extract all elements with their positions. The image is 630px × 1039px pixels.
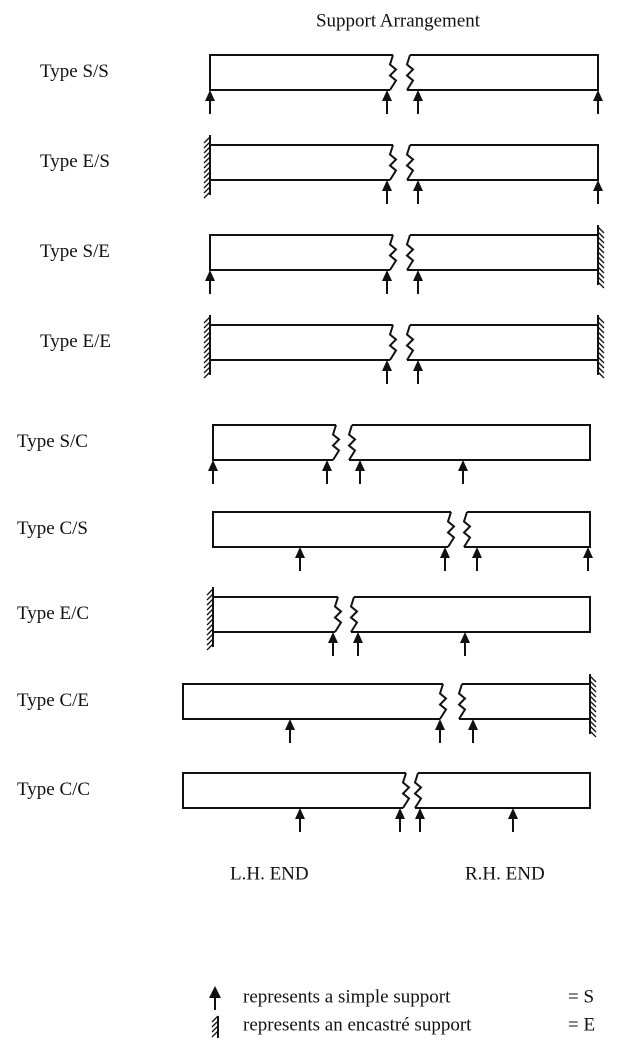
row-label: Type E/C	[17, 603, 89, 624]
legend-code: = S	[568, 986, 594, 1007]
support-arrow	[328, 632, 338, 643]
support-arrow	[593, 90, 603, 101]
support-arrow	[460, 632, 470, 643]
support-arrow	[472, 547, 482, 558]
encastre-hatch	[589, 675, 597, 738]
encastre-hatch	[203, 136, 211, 199]
support-arrow	[413, 180, 423, 191]
support-arrow	[205, 90, 215, 101]
support-arrow	[415, 808, 425, 819]
beam	[209, 144, 398, 181]
legend-code: = E	[568, 1014, 595, 1035]
support-arrow	[508, 808, 518, 819]
lh-end-label: L.H. END	[230, 863, 309, 884]
support-arrow	[382, 270, 392, 281]
support-arrow	[208, 460, 218, 471]
beam	[209, 54, 398, 91]
beam	[413, 772, 591, 809]
support-arrow	[382, 360, 392, 371]
support-arrow	[322, 460, 332, 471]
beam	[462, 511, 591, 548]
support-arrow	[458, 460, 468, 471]
beam	[212, 424, 341, 461]
encastre-hatch	[597, 316, 605, 379]
row-label: Type E/E	[40, 331, 111, 352]
support-arrow	[353, 632, 363, 643]
row-label: Type C/C	[17, 779, 90, 800]
beam	[182, 683, 448, 720]
support-arrow	[440, 547, 450, 558]
support-arrow	[295, 808, 305, 819]
support-arrow	[285, 719, 295, 730]
support-arrow	[593, 180, 603, 191]
support-arrow	[413, 270, 423, 281]
title: Support Arrangement	[316, 10, 481, 31]
legend-text: represents an encastré support	[243, 1014, 472, 1035]
encastre-hatch	[203, 316, 211, 379]
support-arrow	[205, 270, 215, 281]
beam	[212, 596, 343, 633]
row-label: Type C/E	[17, 690, 89, 711]
support-arrow	[382, 180, 392, 191]
beam	[212, 511, 456, 548]
beam	[349, 596, 591, 633]
row-label: Type C/S	[17, 518, 88, 539]
legend-text: represents a simple support	[243, 986, 451, 1007]
beam	[457, 683, 591, 720]
legend-arrow	[209, 986, 221, 1010]
rh-end-label: R.H. END	[465, 863, 545, 884]
support-arrow	[468, 719, 478, 730]
beam	[405, 54, 599, 91]
support-arrow	[382, 90, 392, 101]
legend-hatch	[211, 1015, 219, 1038]
row-label: Type S/C	[17, 431, 88, 452]
encastre-hatch	[206, 588, 214, 651]
row-label: Type S/E	[40, 241, 110, 262]
support-arrow	[413, 90, 423, 101]
beam	[405, 234, 599, 271]
beam	[209, 324, 398, 361]
beam	[405, 144, 599, 181]
beam	[209, 234, 398, 271]
support-arrow	[413, 360, 423, 371]
beam	[405, 324, 599, 361]
support-arrow	[295, 547, 305, 558]
row-label: Type S/S	[40, 61, 109, 82]
beam	[347, 424, 591, 461]
encastre-hatch	[597, 226, 605, 289]
support-arrow	[355, 460, 365, 471]
row-label: Type E/S	[40, 151, 110, 172]
support-arrow	[395, 808, 405, 819]
support-arrow	[583, 547, 593, 558]
beam	[182, 772, 411, 809]
support-arrow	[435, 719, 445, 730]
